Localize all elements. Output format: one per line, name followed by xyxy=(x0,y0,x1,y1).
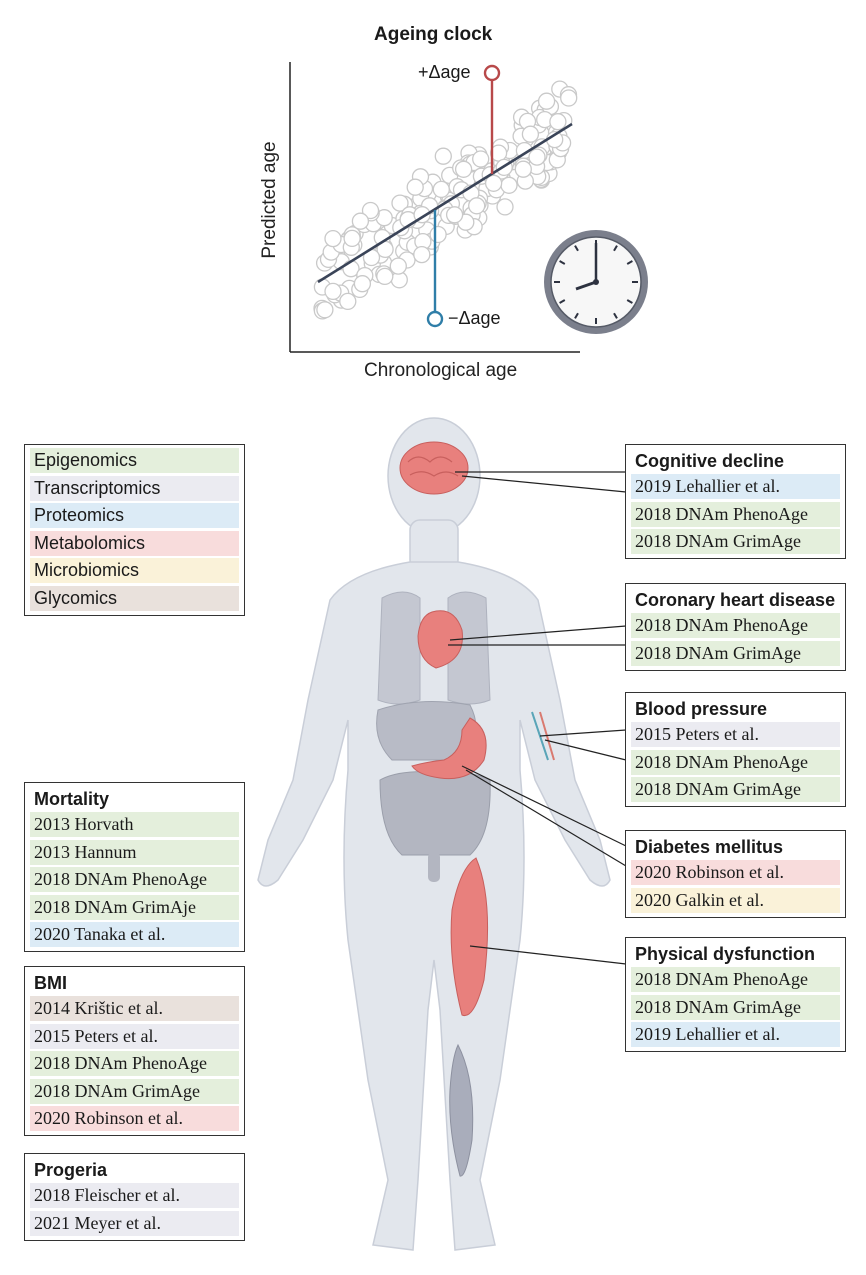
physical-dysfunction-box: Physical dysfunction 2018 DNAm PhenoAge … xyxy=(625,937,846,1052)
clock-tick xyxy=(559,260,566,265)
list-item: 2018 DNAm PhenoAge xyxy=(30,867,239,892)
blood-pressure-title: Blood pressure xyxy=(635,699,768,719)
scatter-point xyxy=(339,292,357,311)
scatter-point xyxy=(316,301,334,319)
clock-tick xyxy=(613,312,618,319)
clock-tick xyxy=(559,299,566,304)
list-item: 2015 Peters et al. xyxy=(631,722,840,747)
scatter-point xyxy=(324,282,342,301)
cognitive-decline-title: Cognitive decline xyxy=(635,451,785,471)
list-item: 2021 Meyer et al. xyxy=(30,1210,239,1236)
coronary-heart-disease-box: Coronary heart disease 2018 DNAm PhenoAg… xyxy=(625,583,846,671)
list-item: 2020 Robinson et al. xyxy=(631,860,840,885)
progeria-box: Progeria 2018 Fleischer et al. 2021 Meye… xyxy=(24,1153,245,1241)
clock-icon xyxy=(544,230,648,334)
scatter-point xyxy=(484,174,503,192)
progeria-title: Progeria xyxy=(34,1160,108,1180)
scatter-point xyxy=(389,257,407,275)
list-item: 2019 Lehallier et al. xyxy=(631,1022,840,1047)
bmi-box: BMI 2014 Krištic et al. 2015 Peters et a… xyxy=(24,966,245,1136)
scatter-point xyxy=(560,89,578,107)
cognitive-decline-box: Cognitive decline 2019 Lehallier et al. … xyxy=(625,444,846,559)
list-item: 2020 Robinson et al. xyxy=(30,1106,239,1131)
scatter-point xyxy=(376,267,394,286)
negative-delta-marker xyxy=(426,310,444,328)
blood-pressure-box: Blood pressure 2015 Peters et al. 2018 D… xyxy=(625,692,846,807)
scatter-point xyxy=(406,178,424,196)
legend-item-glycomics: Glycomics xyxy=(30,585,239,611)
scatter-point xyxy=(496,198,514,216)
trend-line xyxy=(317,122,573,284)
list-item: 2019 Lehallier et al. xyxy=(631,474,840,499)
clock-tick xyxy=(626,260,633,265)
scatter-point xyxy=(351,212,370,230)
scatter-point xyxy=(353,275,372,293)
clock-tick xyxy=(574,312,579,319)
list-item: 2018 DNAm GrimAge xyxy=(631,529,840,554)
scatter-point xyxy=(472,150,490,168)
list-item: 2018 DNAm PhenoAge xyxy=(631,749,840,775)
scatter-point xyxy=(432,180,450,199)
scatter-point xyxy=(549,113,567,131)
bmi-title: BMI xyxy=(34,973,67,993)
scatter-point xyxy=(445,206,464,224)
scatter-point xyxy=(391,194,409,212)
list-item: 2018 DNAm PhenoAge xyxy=(631,613,840,638)
physical-dysfunction-title: Physical dysfunction xyxy=(635,944,816,964)
clock-tick xyxy=(574,245,579,252)
list-item: 2018 DNAm GrimAje xyxy=(30,894,239,920)
negative-delta-label: −Δage xyxy=(448,308,501,328)
scatter-point xyxy=(429,225,447,244)
scatter-point xyxy=(468,197,486,215)
scatter-point xyxy=(413,245,431,264)
scatter-point xyxy=(528,148,546,166)
connector-lines xyxy=(448,471,627,965)
list-item: 2013 Hannum xyxy=(30,839,239,865)
legend-item-transcriptomics: Transcriptomics xyxy=(30,475,239,501)
omics-legend: Epigenomics Transcriptomics Proteomics M… xyxy=(24,444,245,616)
coronary-heart-disease-title: Coronary heart disease xyxy=(635,590,836,610)
scatter-point xyxy=(434,147,452,165)
list-item: 2020 Tanaka et al. xyxy=(30,922,239,947)
scatter-point xyxy=(454,160,473,178)
x-axis-label: Chronological age xyxy=(364,360,518,381)
clock-tick xyxy=(626,299,633,304)
diabetes-mellitus-box: Diabetes mellitus 2020 Robinson et al. 2… xyxy=(625,830,846,918)
list-item: 2014 Krištic et al. xyxy=(30,996,239,1021)
list-item: 2018 DNAm GrimAge xyxy=(30,1078,239,1104)
scatter-point xyxy=(537,92,556,110)
list-item: 2018 DNAm PhenoAge xyxy=(631,501,840,527)
scatter-points xyxy=(313,80,578,320)
legend-item-epigenomics: Epigenomics xyxy=(30,448,239,473)
list-item: 2018 DNAm GrimAge xyxy=(631,640,840,666)
positive-delta-marker xyxy=(483,64,501,82)
list-item: 2015 Peters et al. xyxy=(30,1023,239,1049)
scatter-point xyxy=(343,229,361,248)
list-item: 2020 Galkin et al. xyxy=(631,887,840,913)
positive-delta-label: +Δage xyxy=(418,62,471,82)
legend-item-microbiomics: Microbiomics xyxy=(30,558,239,583)
human-body-figure xyxy=(257,417,611,1251)
list-item: 2013 Horvath xyxy=(30,812,239,837)
clock-tick xyxy=(613,245,618,252)
chart-axes xyxy=(289,62,580,353)
legend-item-metabolomics: Metabolomics xyxy=(30,530,239,556)
legend-item-proteomics: Proteomics xyxy=(30,503,239,528)
mortality-box: Mortality 2013 Horvath 2013 Hannum 2018 … xyxy=(24,782,245,952)
scatter-point xyxy=(500,176,518,194)
list-item: 2018 DNAm GrimAge xyxy=(631,994,840,1020)
list-item: 2018 DNAm PhenoAge xyxy=(30,1051,239,1076)
list-item: 2018 DNAm PhenoAge xyxy=(631,967,840,992)
diabetes-mellitus-title: Diabetes mellitus xyxy=(635,837,784,857)
scatter-point xyxy=(324,229,342,248)
scatter-point xyxy=(521,125,540,143)
chart-title: Ageing clock xyxy=(374,24,493,45)
list-item: 2018 Fleischer et al. xyxy=(30,1183,239,1208)
list-item: 2018 DNAm GrimAge xyxy=(631,777,840,802)
scatter-point xyxy=(361,201,380,220)
scatter-point xyxy=(514,160,532,178)
mortality-title: Mortality xyxy=(34,789,110,809)
